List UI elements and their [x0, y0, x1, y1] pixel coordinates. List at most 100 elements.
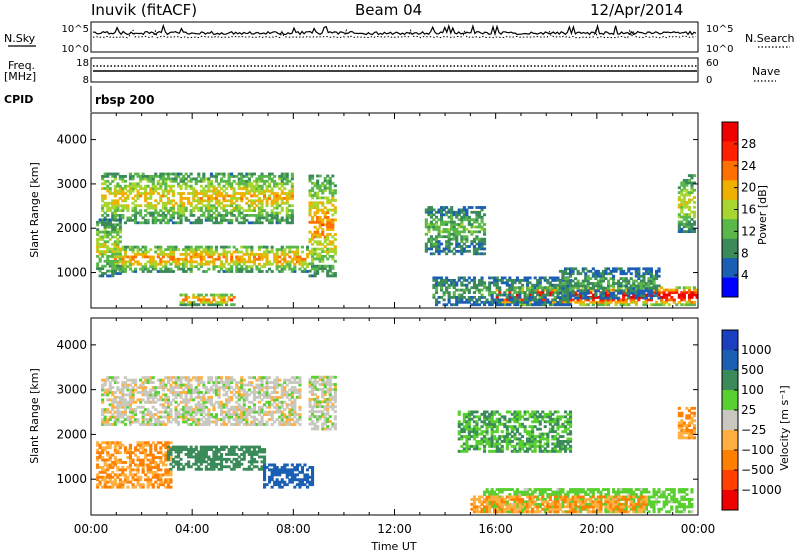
power-echo-cell	[177, 265, 180, 268]
power-echo-cell	[329, 201, 332, 204]
power-echo-cell	[286, 182, 289, 185]
power-echo-cell	[99, 260, 102, 263]
power-echo-cell	[205, 270, 208, 273]
power-echo-cell	[286, 202, 289, 205]
power-echo-cell	[159, 185, 162, 188]
power-echo-cell	[119, 197, 122, 200]
power-echo-cell	[324, 267, 327, 270]
power-echo-cell	[101, 255, 104, 258]
power-echo-cell	[683, 296, 686, 299]
power-echo-cell	[281, 185, 284, 188]
power-echo-cell	[271, 187, 274, 190]
power-echo-cell	[293, 263, 296, 266]
power-echo-cell	[645, 301, 648, 304]
velocity-echo-cell	[190, 379, 193, 382]
power-echo-cell	[261, 185, 264, 188]
velocity-echo-cell	[96, 441, 99, 444]
freq-unit-label: [MHz]	[4, 70, 36, 83]
power-echo-cell	[104, 272, 107, 275]
velocity-echo-cell	[185, 416, 188, 419]
power-echo-cell	[190, 246, 193, 249]
power-echo-cell	[159, 258, 162, 261]
power-echo-cell	[610, 301, 613, 304]
power-echo-cell	[577, 294, 580, 297]
velocity-echo-cell	[298, 391, 301, 394]
power-echo-cell	[250, 182, 253, 185]
power-echo-cell	[319, 226, 322, 229]
power-echo-cell	[139, 204, 142, 207]
power-echo-cell	[314, 275, 317, 278]
power-echo-cell	[296, 253, 299, 256]
power-echo-cell	[182, 204, 185, 207]
power-echo-cell	[326, 238, 329, 241]
power-echo-cell	[281, 270, 284, 273]
velocity-echo-cell	[250, 384, 253, 387]
power-echo-cell	[334, 260, 337, 263]
velocity-echo-cell	[129, 384, 132, 387]
power-echo-cell	[180, 219, 183, 222]
power-echo-cell	[233, 246, 236, 249]
power-echo-cell	[172, 192, 175, 195]
velocity-echo-cell	[298, 423, 301, 426]
power-echo-cell	[248, 258, 251, 261]
power-echo-cell	[316, 192, 319, 195]
power-echo-cell	[501, 299, 504, 302]
velocity-echo-cell	[220, 401, 223, 404]
power-echo-cell	[316, 182, 319, 185]
power-echo-cell	[663, 291, 666, 294]
power-echo-cell	[445, 252, 448, 255]
power-echo-cell	[185, 173, 188, 176]
power-echo-cell	[190, 258, 193, 261]
power-echo-cell	[637, 270, 640, 273]
power-echo-cell	[546, 294, 549, 297]
power-echo-cell	[435, 221, 438, 224]
power-echo-cell	[230, 204, 233, 207]
velocity-echo-cell	[253, 403, 256, 406]
velocity-echo-cell	[197, 384, 200, 387]
power-echo-cell	[298, 256, 301, 259]
power-echo-cell	[162, 175, 165, 178]
velocity-echo-cell	[109, 444, 112, 447]
power-echo-cell	[680, 208, 683, 211]
power-echo-cell	[111, 248, 114, 251]
power-echo-cell	[159, 246, 162, 249]
power-echo-cell	[154, 204, 157, 207]
power-echo-cell	[587, 280, 590, 283]
power-echo-cell	[334, 211, 337, 214]
frequency-panel: Freq. [MHz] 18 8 60 0 Nave	[4, 58, 780, 86]
power-echo-cell	[483, 281, 486, 284]
power-echo-cell	[235, 199, 238, 202]
power-echo-cell	[481, 226, 484, 229]
power-echo-cell	[688, 194, 691, 197]
power-echo-cell	[104, 228, 107, 231]
power-echo-cell	[693, 174, 696, 177]
power-echo-cell	[296, 248, 299, 251]
power-echo-cell	[572, 280, 575, 283]
velocity-echo-cell	[250, 381, 253, 384]
power-echo-cell	[481, 209, 484, 212]
power-echo-cell	[463, 230, 466, 233]
power-echo-cell	[607, 303, 610, 306]
power-echo-cell	[599, 285, 602, 288]
power-echo-cell	[212, 263, 215, 266]
velocity-echo-cell	[187, 460, 190, 463]
velocity-echo-cell	[129, 444, 132, 447]
power-echo-cell	[185, 207, 188, 210]
power-echo-cell	[658, 267, 661, 270]
power-echo-cell	[574, 277, 577, 280]
velocity-echo-cell	[200, 376, 203, 379]
power-echo-cell	[465, 279, 468, 282]
power-echo-cell	[425, 218, 428, 221]
power-echo-cell	[567, 277, 570, 280]
power-echo-cell	[559, 292, 562, 295]
power-echo-cell	[190, 180, 193, 183]
power-echo-cell	[584, 267, 587, 270]
power-echo-cell	[119, 255, 122, 258]
power-echo-cell	[197, 268, 200, 271]
power-echo-cell	[655, 301, 658, 304]
power-echo-cell	[258, 197, 261, 200]
power-echo-cell	[291, 219, 294, 222]
power-echo-cell	[132, 178, 135, 181]
power-echo-cell	[154, 251, 157, 254]
power-echo-cell	[268, 260, 271, 263]
